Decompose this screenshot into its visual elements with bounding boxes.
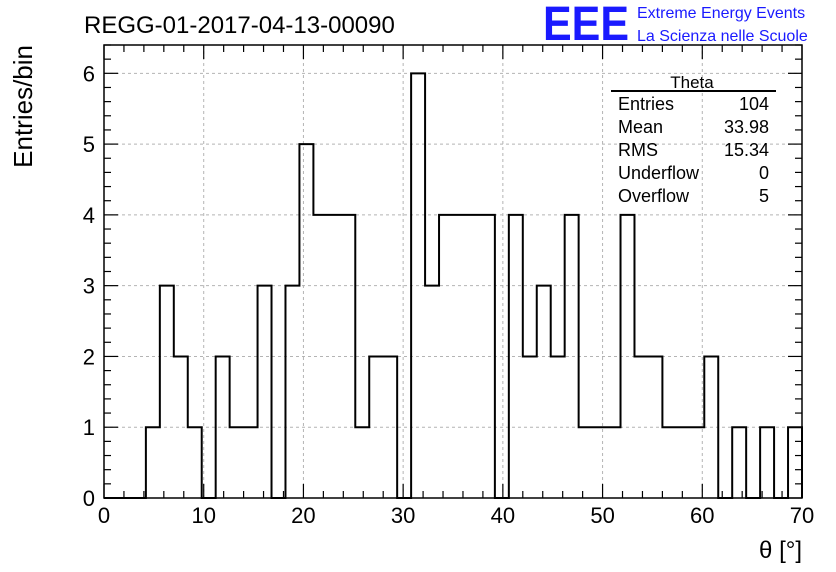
eee-logo-letters: EEE [543,0,629,51]
x-tick-label: 50 [590,503,614,528]
stats-title: Theta [670,73,714,92]
y-tick-label: 0 [83,486,95,511]
x-axis-label: θ [°] [759,537,802,564]
x-tick-label: 20 [291,503,315,528]
stats-box: Theta Entries 104 Mean 33.98 RMS 15.34 U… [611,73,776,206]
x-tick-label: 10 [191,503,215,528]
axis-ticks [103,44,803,499]
y-tick-label: 5 [83,132,95,157]
x-tick-label: 0 [98,503,110,528]
stats-value-entries: 104 [739,94,769,114]
stats-value-rms: 15.34 [724,140,769,160]
stats-label-rms: RMS [618,140,658,160]
y-tick-label: 1 [83,415,95,440]
stats-label-mean: Mean [618,117,663,137]
y-axis-label: Entries/bin [8,45,38,168]
stats-label-underflow: Underflow [618,163,700,183]
stats-value-mean: 33.98 [724,117,769,137]
y-tick-label: 4 [83,203,95,228]
stats-label-overflow: Overflow [618,186,690,206]
stats-label-entries: Entries [618,94,674,114]
run-title: REGG-01-2017-04-13-00090 [84,12,395,39]
x-tick-label: 60 [690,503,714,528]
eee-logo-line1: Extreme Energy Events [637,5,805,22]
stats-value-underflow: 0 [759,163,769,183]
y-tick-label: 2 [83,344,95,369]
y-tick-label: 3 [83,274,95,299]
stats-value-overflow: 5 [759,186,769,206]
x-tick-label: 40 [491,503,515,528]
eee-logo-line2: La Scienza nelle Scuole [637,28,808,45]
x-tick-label: 30 [391,503,415,528]
x-tick-label: 70 [790,503,814,528]
histogram-step-line [104,72,803,499]
y-tick-label: 6 [83,61,95,86]
